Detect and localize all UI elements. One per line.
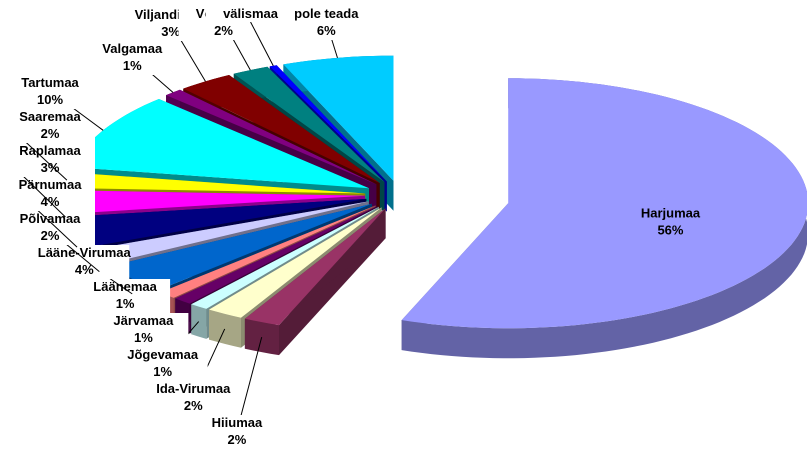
slice-value-label: 1% xyxy=(116,296,135,311)
slice-top xyxy=(160,205,376,298)
slice-top xyxy=(65,190,365,214)
slice-value-label: 3% xyxy=(161,24,180,39)
slice-label: Ida-Virumaa xyxy=(156,381,231,396)
slice-top xyxy=(183,75,380,184)
slice-top xyxy=(401,78,807,329)
slice-top xyxy=(233,66,385,182)
label-bg xyxy=(80,279,171,313)
slice-value-label: 2% xyxy=(41,228,60,243)
slice-wall xyxy=(244,318,279,356)
slice-wall xyxy=(401,78,807,359)
slice-wall xyxy=(191,304,207,339)
slice-label: Põlvamaa xyxy=(20,211,81,226)
label-bg xyxy=(87,41,178,75)
slice-top xyxy=(73,99,370,189)
label-bg xyxy=(39,245,130,279)
slice xyxy=(401,78,807,359)
slice-value-label: 1% xyxy=(123,58,142,73)
slice-value-label: 4% xyxy=(75,262,94,277)
leader-line xyxy=(250,21,274,67)
slice-top xyxy=(269,65,387,182)
slice-top xyxy=(166,89,377,185)
slice-label: Tartumaa xyxy=(21,75,79,90)
slice-label: Järvamaa xyxy=(113,313,174,328)
label-bg xyxy=(191,415,282,449)
slice-label: Pärnumaa xyxy=(19,177,83,192)
slice-wall xyxy=(209,309,241,348)
slice-label: Saaremaa xyxy=(19,109,81,124)
slice xyxy=(244,208,386,356)
slice-value-label: 1% xyxy=(134,330,153,345)
slice-top xyxy=(111,203,372,291)
slice-label: Valgamaa xyxy=(102,41,163,56)
label-bg xyxy=(5,211,95,245)
slice-label: Jõgevamaa xyxy=(127,347,199,362)
slice-label: Lääne-Virumaa xyxy=(38,245,132,260)
slice-label: pole teada xyxy=(294,6,359,21)
slice-value-label: 3% xyxy=(41,160,60,175)
label-bg xyxy=(5,75,95,109)
slice-value-label: 1% xyxy=(153,364,172,379)
slice-label: Raplamaa xyxy=(19,143,81,158)
slice-value-label: 2% xyxy=(41,126,60,141)
slice-top xyxy=(175,206,378,304)
slice-top xyxy=(91,201,369,264)
slice-label: Hiiumaa xyxy=(212,415,263,430)
label-bg xyxy=(5,109,95,143)
label-bg xyxy=(98,313,189,347)
slice-value-label: 2% xyxy=(228,432,247,447)
slice-top xyxy=(191,206,379,309)
slice-label: välismaa xyxy=(223,6,279,21)
slice-value-label: 2% xyxy=(214,23,233,38)
slice-top xyxy=(209,207,382,318)
label-bg xyxy=(5,177,95,211)
label-bg xyxy=(5,143,95,177)
slice-label: Harjumaa xyxy=(641,206,701,221)
slice-top xyxy=(283,55,394,181)
slice-top xyxy=(69,198,367,247)
slice-top xyxy=(244,208,386,326)
label-bg xyxy=(205,6,296,22)
slice-value-label: 2% xyxy=(184,398,203,413)
slice-value-label: 6% xyxy=(317,23,336,38)
label-bg xyxy=(148,381,239,415)
slice-value-label: 56% xyxy=(657,223,683,238)
label-bg xyxy=(117,347,208,381)
slice-label: Läänemaa xyxy=(93,279,157,294)
label-bg xyxy=(281,6,372,40)
slice-value-label: 10% xyxy=(37,92,63,107)
slice-top xyxy=(65,172,366,194)
